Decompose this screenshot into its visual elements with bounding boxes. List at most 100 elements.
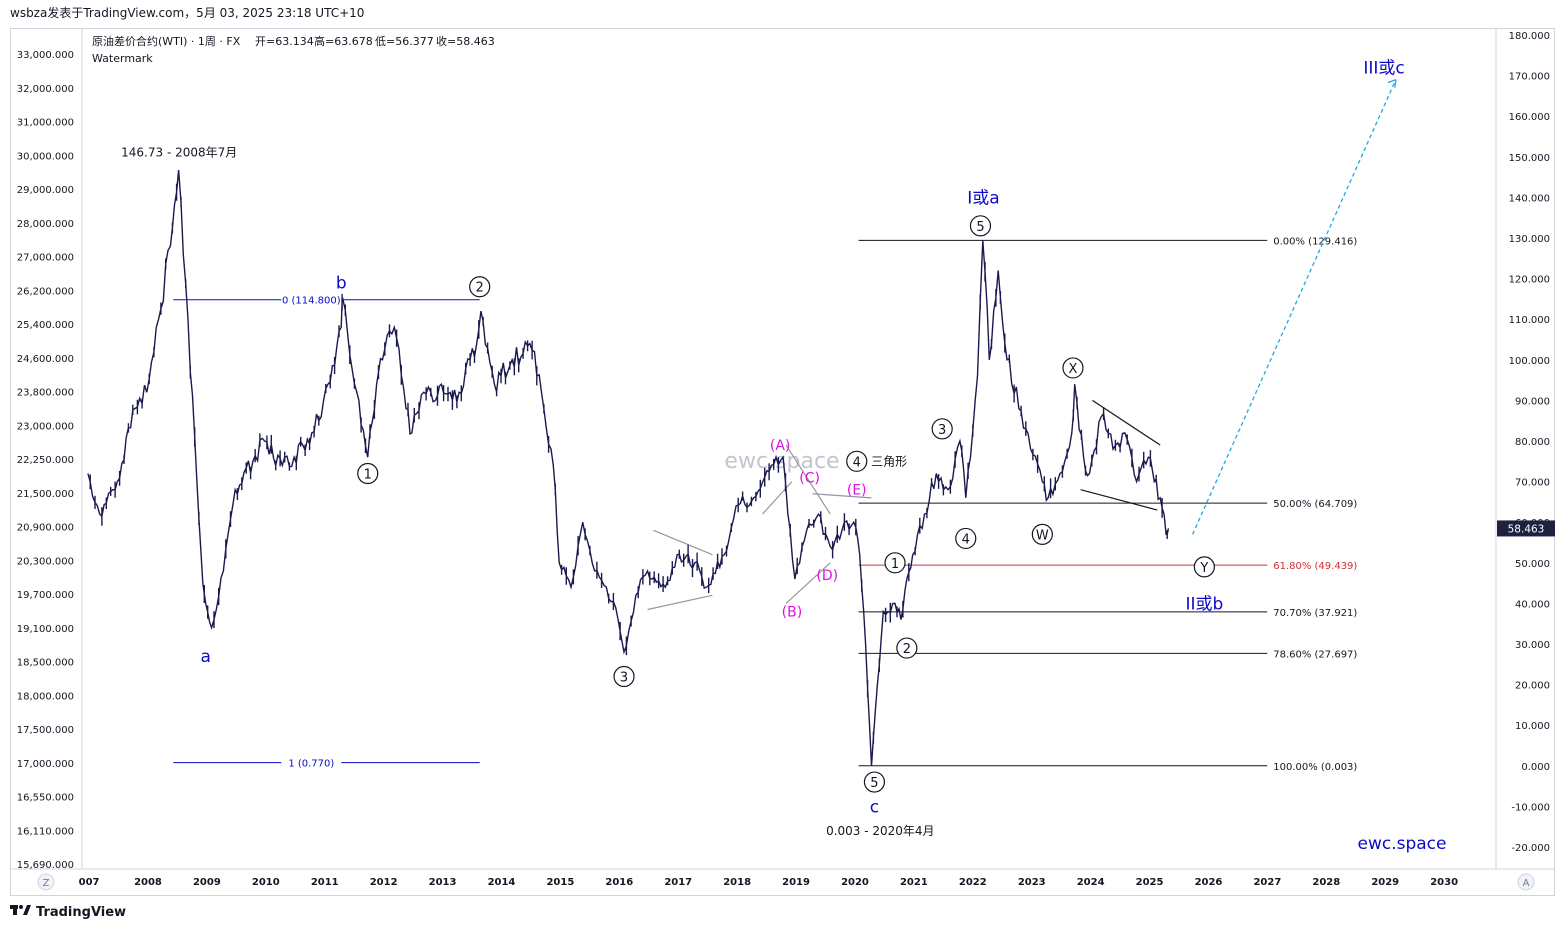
right-axis-tick-label: 160.000 bbox=[1509, 112, 1550, 123]
right-axis-tick-label: 130.000 bbox=[1509, 234, 1550, 245]
right-axis-tick-label: 50.000 bbox=[1515, 559, 1550, 570]
time-axis-tick-label: 2014 bbox=[488, 877, 516, 888]
time-axis-tick-label: 2012 bbox=[370, 877, 398, 888]
time-axis[interactable]: 007 2008 2009 2010 2011 2012 2013 2014 2015 2016 2… bbox=[79, 877, 1458, 888]
wave-annotations: 146.73 - 2008年7月 0.003 - 2020年4月 三角形 a b c I或a… bbox=[121, 58, 1405, 837]
wave-count-label: 5 bbox=[870, 776, 878, 791]
right-axis-tick-label: 140.000 bbox=[1509, 193, 1550, 204]
wave-count-marker: 2 bbox=[469, 276, 491, 298]
wave-count-marker: Y bbox=[1193, 556, 1215, 578]
wave-degree-label: I或a bbox=[967, 188, 999, 208]
time-axis-tick-label: 2029 bbox=[1371, 877, 1399, 888]
chart-frame-border bbox=[10, 28, 1555, 896]
right-axis-tick-label: 40.000 bbox=[1515, 599, 1550, 610]
tradingview-logo-text[interactable]: TradingView bbox=[36, 904, 127, 920]
wave-degree-label: II或b bbox=[1185, 594, 1223, 614]
wave-count-marker: W bbox=[1031, 523, 1053, 545]
wave-count-label: 4 bbox=[853, 455, 861, 470]
right-axis-tick-label: -20.000 bbox=[1511, 843, 1550, 854]
right-axis-tick-label: 180.000 bbox=[1509, 31, 1550, 42]
wave-count-circle bbox=[1062, 357, 1084, 379]
triangle-wave-label: (E) bbox=[847, 483, 867, 499]
left-axis-tick-label: 16,550.000 bbox=[17, 793, 74, 804]
left-axis-tick-label: 23,800.000 bbox=[17, 388, 74, 399]
legend-close: 收=58.463 bbox=[436, 34, 495, 48]
svg-text:Z: Z bbox=[43, 878, 50, 889]
svg-text:A: A bbox=[1523, 878, 1530, 889]
wave-degree-label: III或c bbox=[1363, 58, 1404, 78]
left-axis-tick-label: 21,500.000 bbox=[17, 489, 74, 500]
left-axis-tick-label: 31,000.000 bbox=[17, 118, 74, 129]
wave-count-marker: 5 bbox=[969, 215, 992, 237]
wave-count-circle bbox=[884, 552, 906, 574]
scale-button-right[interactable]: A bbox=[1517, 873, 1535, 891]
fib-level-label: 70.70% (37.921) bbox=[1273, 608, 1357, 619]
wave-degree-label: c bbox=[870, 797, 879, 817]
time-axis-tick-label: 2013 bbox=[429, 877, 457, 888]
chart-container[interactable]: 33,000.000 32,000.000 31,000.000 30,000.000… bbox=[10, 28, 1555, 896]
brand-text: ewc.space bbox=[1358, 834, 1447, 854]
right-axis-tick-label: 170.000 bbox=[1509, 72, 1550, 83]
wave-count-label: 3 bbox=[938, 423, 946, 438]
wave-degree-label: a bbox=[201, 647, 211, 667]
legend-symbol: 原油差价合约(WTI) · 1周 · FX bbox=[92, 34, 241, 48]
time-axis-tick-label: 2017 bbox=[664, 877, 692, 888]
time-axis-tick-label: 007 bbox=[79, 877, 100, 888]
trendline bbox=[1191, 79, 1397, 535]
fib-level-label: 78.60% (27.697) bbox=[1273, 649, 1357, 660]
right-axis-tick-label: 110.000 bbox=[1509, 315, 1550, 326]
triangle-wave-label: (B) bbox=[782, 605, 803, 621]
left-axis-tick-label: 26,200.000 bbox=[17, 286, 74, 297]
fibonacci-extension[interactable]: 0 (114.800) 1 (0.770) bbox=[173, 296, 480, 770]
wave-count-label: 2 bbox=[476, 281, 484, 296]
right-axis-tick-label: 120.000 bbox=[1509, 275, 1550, 286]
right-axis-tick-label: 70.000 bbox=[1515, 478, 1550, 489]
time-axis-tick-label: 2008 bbox=[134, 877, 162, 888]
chart-legend: 原油差价合约(WTI) · 1周 · FX 开=63.134 高=63.678 … bbox=[92, 34, 495, 65]
time-axis-tick-label: 2028 bbox=[1312, 877, 1340, 888]
fib-level-label: 0.00% (129.416) bbox=[1273, 236, 1357, 247]
left-price-axis[interactable]: 33,000.000 32,000.000 31,000.000 30,000.000… bbox=[17, 50, 74, 871]
right-axis-tick-label: 0.000 bbox=[1521, 762, 1550, 773]
left-axis-tick-label: 28,000.000 bbox=[17, 219, 74, 230]
right-axis-tick-label: 30.000 bbox=[1515, 640, 1550, 651]
trendline bbox=[653, 529, 713, 556]
wave-count-label: 5 bbox=[976, 220, 984, 235]
wave-count-circle bbox=[1031, 523, 1053, 545]
left-axis-tick-label: 18,000.000 bbox=[17, 691, 74, 702]
wave-count-label: 2 bbox=[903, 642, 911, 657]
publisher-line: wsbza发表于TradingView.com，5月 03, 2025 23:1… bbox=[10, 6, 365, 20]
time-axis-tick-label: 2010 bbox=[252, 877, 280, 888]
right-axis-tick-label: 100.000 bbox=[1509, 356, 1550, 367]
right-price-axis[interactable]: 180.000 170.000 160.000 150.000 140.000 130.0… bbox=[1509, 31, 1550, 854]
scale-button-left[interactable]: Z bbox=[37, 873, 55, 891]
wave-count-marker: 2 bbox=[896, 637, 918, 659]
fib-level-label: 61.80% (49.439) bbox=[1273, 561, 1357, 572]
wave-count-label: 4 bbox=[962, 532, 970, 547]
time-axis-tick-label: 2019 bbox=[782, 877, 810, 888]
legend-watermark-label: Watermark bbox=[92, 52, 153, 65]
right-axis-tick-label: 20.000 bbox=[1515, 681, 1550, 692]
wave-count-label: 1 bbox=[364, 467, 372, 482]
time-axis-tick-label: 2027 bbox=[1253, 877, 1281, 888]
left-axis-tick-label: 32,000.000 bbox=[17, 84, 74, 95]
left-axis-tick-label: 19,100.000 bbox=[17, 624, 74, 635]
trendline bbox=[785, 444, 831, 515]
time-axis-tick-label: 2011 bbox=[311, 877, 339, 888]
time-axis-tick-label: 2023 bbox=[1018, 877, 1046, 888]
price-chart[interactable]: 33,000.000 32,000.000 31,000.000 30,000.000… bbox=[10, 28, 1555, 896]
wave-count-circle bbox=[863, 771, 886, 793]
time-axis-tick-label: 2009 bbox=[193, 877, 221, 888]
legend-open: 开=63.134 bbox=[255, 35, 314, 48]
time-axis-tick-label: 2025 bbox=[1136, 877, 1164, 888]
wave-count-circle bbox=[969, 215, 992, 237]
footer: TradingView bbox=[10, 904, 126, 920]
wave-count-label: W bbox=[1036, 528, 1049, 543]
left-axis-tick-label: 17,000.000 bbox=[17, 759, 74, 770]
wave-count-circle bbox=[955, 527, 977, 550]
triangle-wave-label: (D) bbox=[816, 568, 838, 584]
time-axis-tick-label: 2022 bbox=[959, 877, 987, 888]
tradingview-logo-icon[interactable] bbox=[10, 904, 32, 920]
note-label: 146.73 - 2008年7月 bbox=[121, 146, 237, 160]
watermark-text: ewc.space bbox=[724, 449, 839, 474]
